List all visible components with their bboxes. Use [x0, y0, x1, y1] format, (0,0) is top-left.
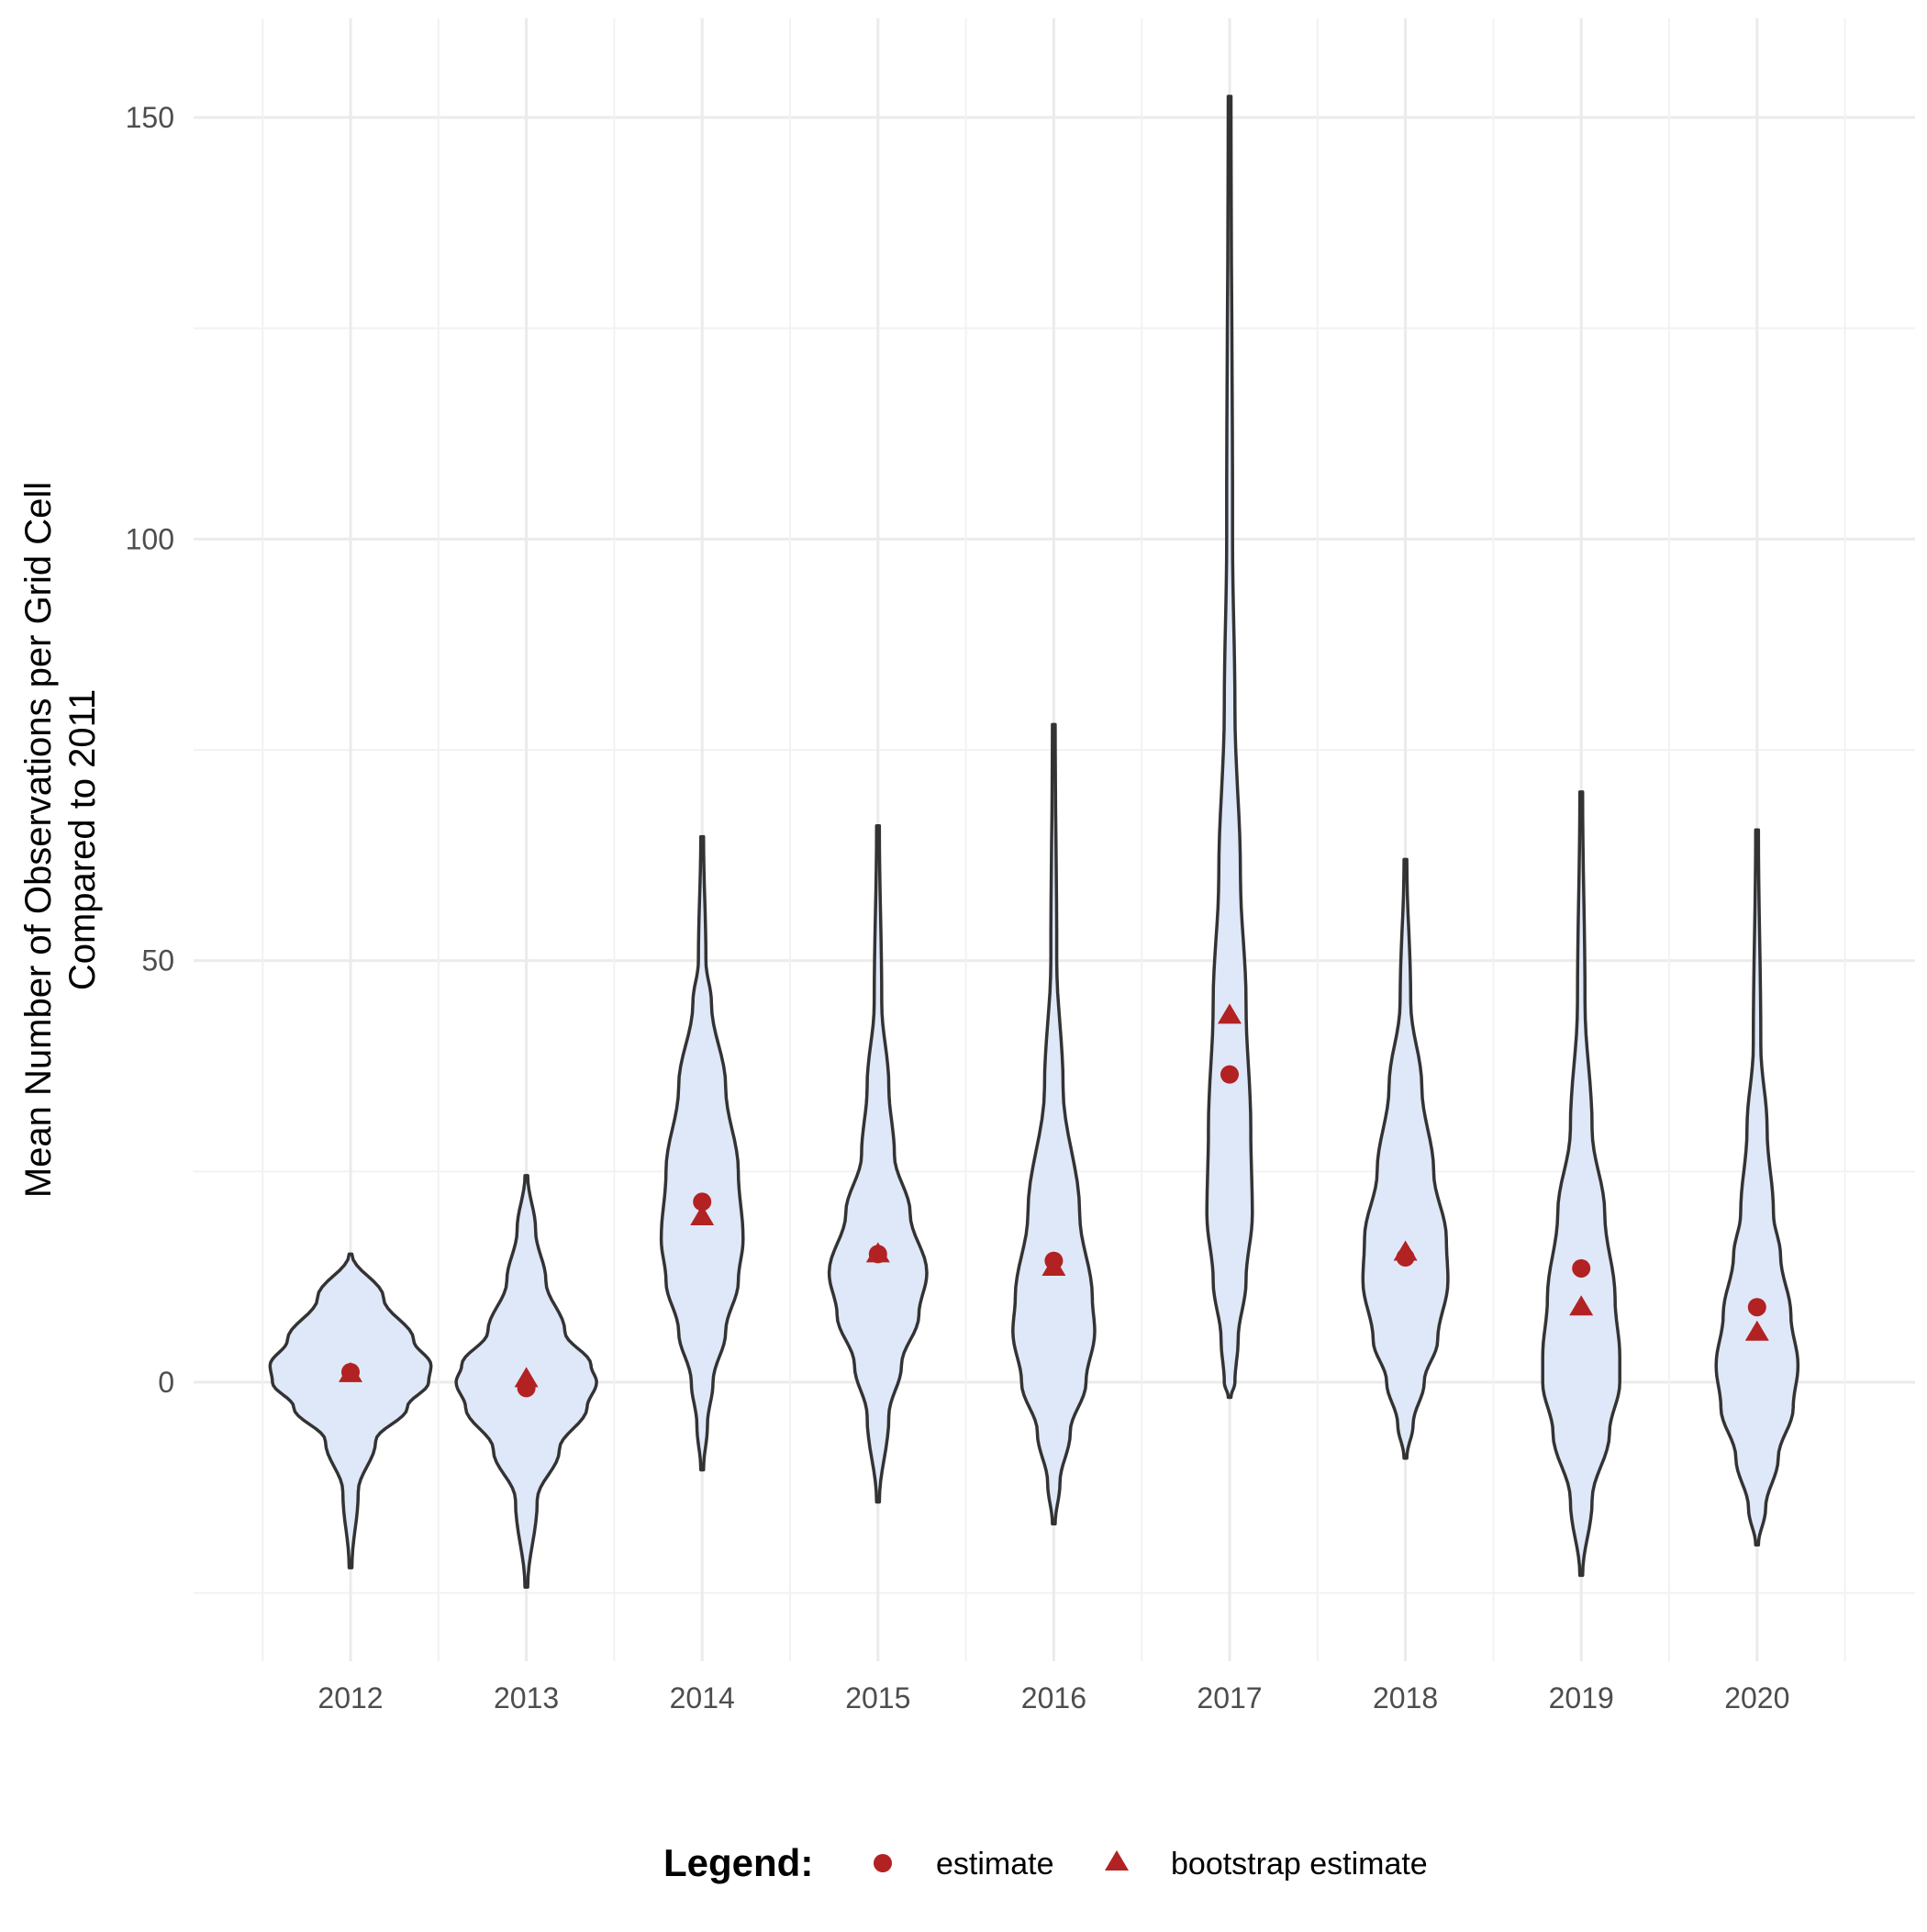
legend-title: Legend: — [663, 1841, 813, 1884]
violin-2018 — [1361, 857, 1450, 1460]
x-tick-label: 2019 — [1549, 1681, 1614, 1714]
estimate-point-2014 — [693, 1192, 712, 1212]
violin-2016 — [1011, 722, 1097, 1526]
bootstrap-point-2013 — [514, 1367, 539, 1388]
legend-bootstrap-marker — [1105, 1850, 1129, 1871]
violin-2012 — [268, 1252, 433, 1569]
estimate-point-2019 — [1572, 1258, 1591, 1278]
y-tick-label: 100 — [126, 522, 174, 555]
legend-estimate-marker — [874, 1854, 892, 1872]
violin-2017 — [1205, 95, 1254, 1400]
x-tick-label: 2012 — [317, 1681, 383, 1714]
violins — [268, 95, 1800, 1589]
bootstrap-point-2015 — [865, 1242, 890, 1263]
bootstrap-point-2020 — [1744, 1320, 1769, 1341]
violin-2015 — [827, 823, 929, 1504]
x-tick-label: 2013 — [494, 1681, 559, 1714]
violin-2020 — [1714, 828, 1800, 1547]
points — [339, 1003, 1769, 1398]
y-tick-label: 150 — [126, 101, 174, 134]
x-tick-label: 2020 — [1724, 1681, 1789, 1714]
bootstrap-point-2017 — [1218, 1003, 1242, 1024]
violin-2014 — [659, 834, 745, 1472]
bootstrap-point-2014 — [690, 1204, 715, 1225]
x-tick-label: 2018 — [1373, 1681, 1438, 1714]
bootstrap-point-2012 — [339, 1361, 362, 1382]
y-axis-title-line1: Mean Number of Observations per Grid Cel… — [18, 482, 59, 1198]
estimate-point-2017 — [1220, 1065, 1239, 1084]
violin-2019 — [1541, 790, 1621, 1578]
x-tick-label: 2016 — [1021, 1681, 1086, 1714]
x-tick-label: 2015 — [845, 1681, 910, 1714]
bootstrap-point-2019 — [1569, 1295, 1594, 1316]
legend-bootstrap-label: bootstrap estimate — [1171, 1847, 1428, 1882]
x-tick-label: 2017 — [1197, 1681, 1262, 1714]
y-axis-title-line2: Compared to 2011 — [62, 689, 103, 990]
legend-estimate-label: estimate — [936, 1847, 1054, 1882]
legend: Legend: estimate bootstrap estimate — [663, 1841, 1428, 1884]
estimate-point-2020 — [1747, 1298, 1766, 1317]
x-axis-ticks: 2012 2013 2014 2015 2016 2017 2018 2019 2020 — [317, 1681, 1789, 1714]
y-tick-label: 50 — [141, 944, 174, 977]
y-axis-ticks: 0 50 100 150 — [126, 101, 174, 1399]
x-tick-label: 2014 — [670, 1681, 735, 1714]
y-tick-label: 0 — [158, 1366, 174, 1399]
bootstrap-point-2016 — [1041, 1256, 1066, 1277]
bootstrap-point-2018 — [1393, 1240, 1418, 1261]
